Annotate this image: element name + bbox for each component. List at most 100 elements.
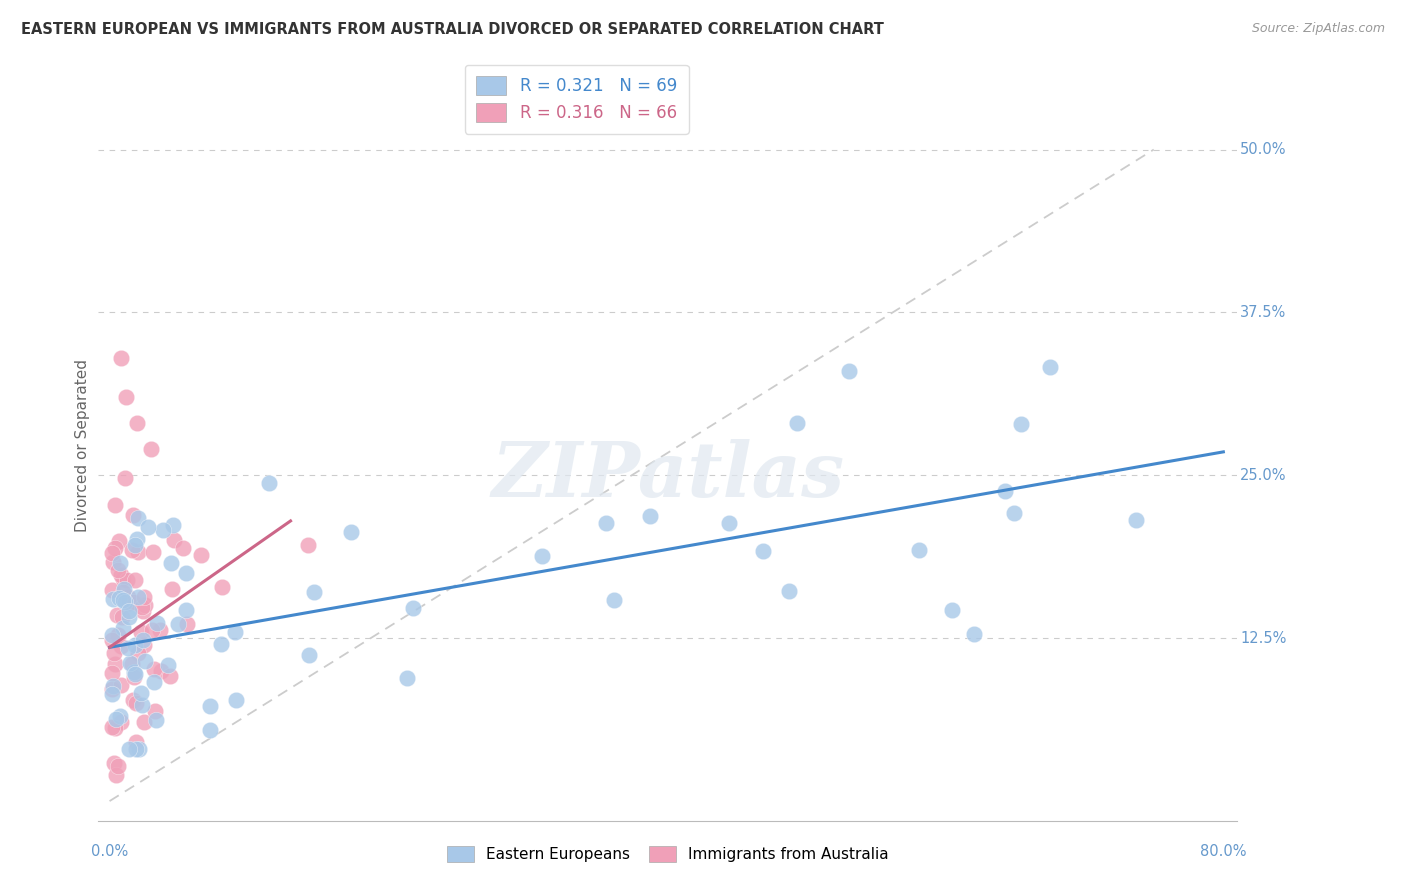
Point: [156, 657, 179, 672]
Point: [1125, 513, 1147, 527]
Text: 0.0%: 0.0%: [91, 844, 128, 859]
Point: [107, 563, 129, 577]
Text: EASTERN EUROPEAN VS IMMIGRANTS FROM AUSTRALIA DIVORCED OR SEPARATED CORRELATION : EASTERN EUROPEAN VS IMMIGRANTS FROM AUST…: [21, 22, 884, 37]
Point: [302, 584, 325, 599]
Point: [838, 364, 860, 378]
Point: [198, 723, 221, 737]
Point: [786, 416, 808, 430]
Point: [110, 715, 132, 730]
Point: [101, 546, 124, 560]
Point: [142, 662, 165, 676]
Point: [941, 602, 963, 616]
Point: [118, 742, 141, 756]
Point: [778, 584, 800, 599]
Point: [134, 599, 156, 613]
Point: [125, 742, 148, 756]
Point: [141, 442, 163, 457]
Point: [101, 679, 124, 693]
Point: [142, 545, 165, 559]
Point: [128, 742, 150, 756]
Point: [121, 594, 143, 608]
Point: [340, 524, 363, 539]
Point: [112, 593, 135, 607]
Point: [129, 625, 152, 640]
Point: [117, 610, 139, 624]
Point: [127, 416, 149, 430]
Point: [963, 627, 986, 641]
Point: [163, 533, 186, 548]
Point: [134, 590, 156, 604]
Point: [132, 632, 155, 647]
Point: [111, 621, 134, 635]
Point: [122, 665, 145, 679]
Point: [209, 637, 232, 651]
Text: ZIPatlas: ZIPatlas: [491, 439, 845, 513]
Point: [1002, 506, 1025, 520]
Point: [718, 516, 741, 530]
Point: [103, 756, 125, 770]
Point: [107, 607, 129, 622]
Text: 25.0%: 25.0%: [1240, 467, 1286, 483]
Point: [994, 483, 1017, 498]
Point: [159, 669, 181, 683]
Point: [114, 471, 136, 485]
Point: [107, 628, 129, 642]
Point: [402, 600, 425, 615]
Point: [190, 548, 212, 562]
Point: [141, 623, 163, 637]
Point: [101, 628, 124, 642]
Point: [125, 735, 148, 749]
Point: [125, 532, 148, 546]
Point: [114, 594, 136, 608]
Text: 50.0%: 50.0%: [1240, 142, 1286, 157]
Point: [132, 604, 155, 618]
Point: [146, 615, 169, 630]
Text: 80.0%: 80.0%: [1201, 844, 1247, 859]
Point: [118, 656, 141, 670]
Point: [603, 593, 626, 607]
Point: [127, 591, 149, 605]
Point: [129, 686, 152, 700]
Point: [224, 625, 246, 640]
Point: [121, 543, 143, 558]
Point: [124, 573, 146, 587]
Point: [752, 544, 775, 558]
Point: [150, 664, 173, 678]
Point: [132, 638, 155, 652]
Point: [1039, 359, 1062, 374]
Y-axis label: Divorced or Separated: Divorced or Separated: [75, 359, 90, 533]
Point: [118, 596, 141, 610]
Point: [176, 566, 198, 580]
Point: [104, 712, 127, 726]
Point: [176, 617, 198, 632]
Point: [103, 646, 125, 660]
Point: [115, 390, 138, 404]
Point: [112, 582, 135, 596]
Point: [111, 609, 134, 624]
Point: [108, 556, 131, 570]
Point: [110, 678, 132, 692]
Point: [124, 667, 146, 681]
Point: [152, 523, 174, 537]
Text: 37.5%: 37.5%: [1240, 305, 1286, 320]
Point: [101, 720, 124, 734]
Point: [134, 654, 156, 668]
Point: [908, 542, 931, 557]
Point: [101, 666, 124, 681]
Point: [127, 545, 149, 559]
Point: [117, 641, 139, 656]
Point: [595, 516, 617, 531]
Point: [105, 768, 128, 782]
Point: [136, 520, 159, 534]
Point: [103, 657, 125, 672]
Text: 12.5%: 12.5%: [1240, 631, 1286, 646]
Point: [108, 533, 131, 548]
Point: [101, 682, 124, 697]
Point: [298, 648, 321, 663]
Point: [118, 604, 141, 618]
Point: [159, 556, 181, 570]
Point: [101, 555, 124, 569]
Point: [131, 599, 153, 614]
Point: [104, 721, 127, 735]
Point: [122, 692, 145, 706]
